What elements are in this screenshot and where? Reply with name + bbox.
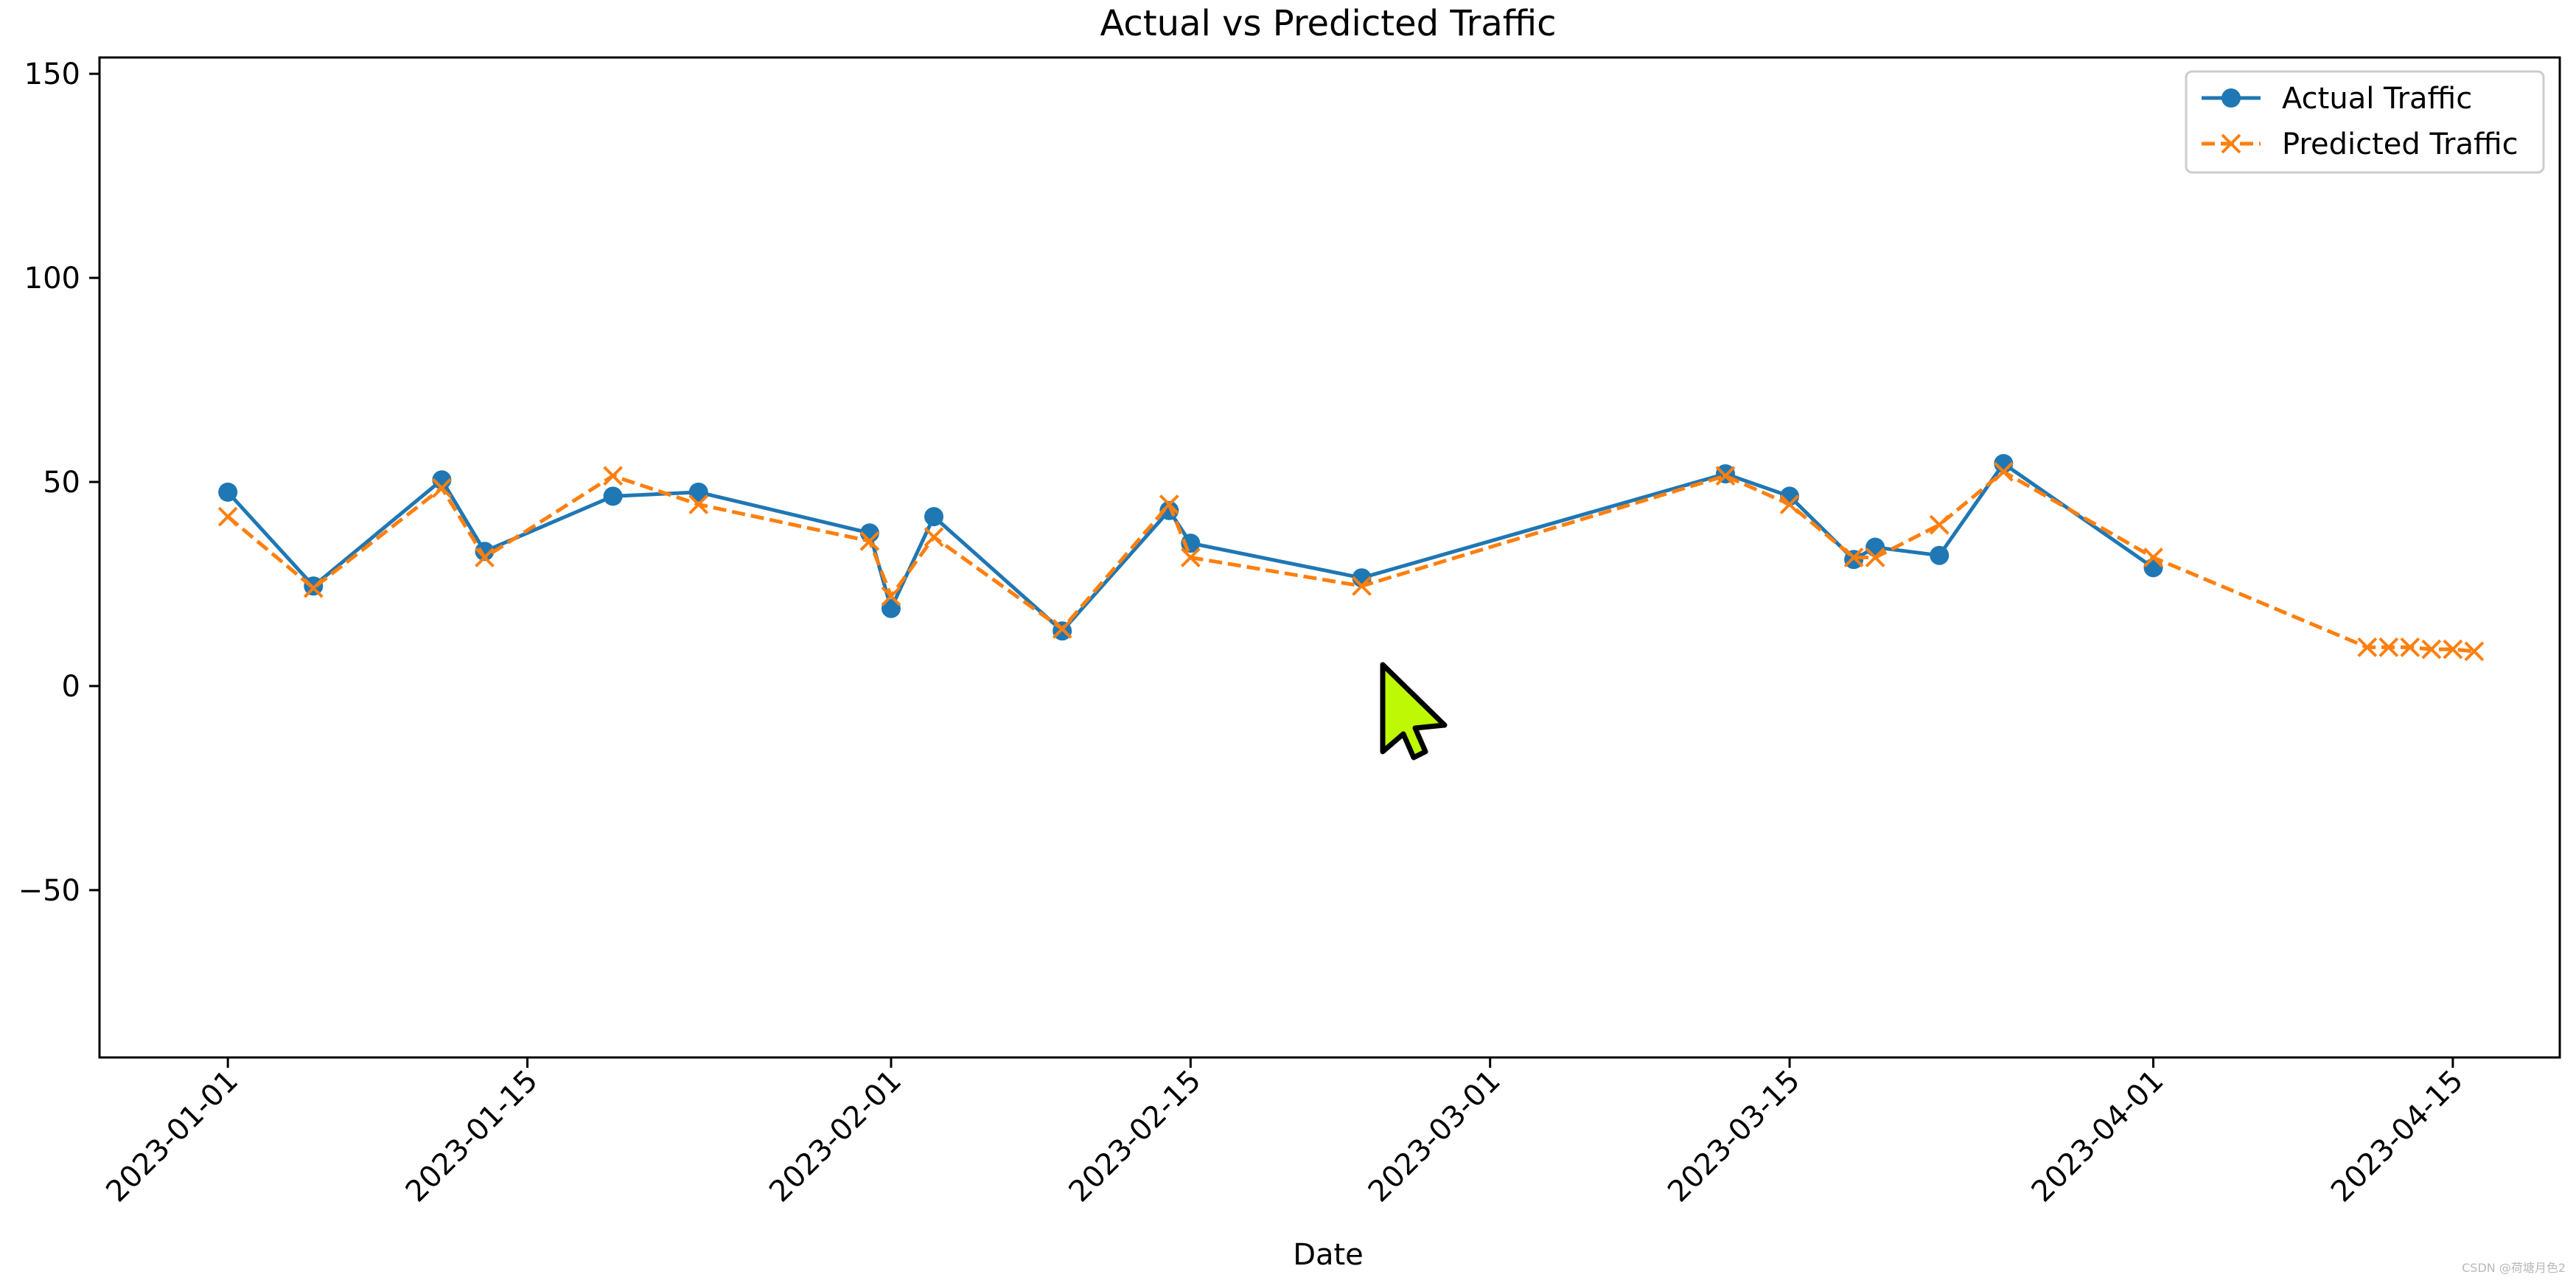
legend: Actual Traffic Predicted Traffic: [2185, 70, 2545, 174]
watermark-text: CSDN @荷塘月色2: [2462, 1261, 2566, 1275]
data-point-predicted: [1352, 576, 1372, 596]
data-point-predicted: [2400, 637, 2420, 657]
y-tick-label: 150: [24, 57, 80, 91]
data-point-predicted: [217, 506, 238, 527]
series-layer: [217, 454, 2485, 662]
data-point-predicted: [1865, 548, 1885, 567]
data-point-predicted: [475, 548, 495, 567]
series-predicted: [217, 461, 2485, 662]
data-point-predicted: [2143, 548, 2163, 567]
y-tick-label: −50: [18, 874, 80, 908]
y-tick-label: 50: [43, 466, 80, 500]
legend-marker-predicted: [2221, 133, 2241, 154]
data-point-predicted: [1929, 514, 1950, 535]
data-point-predicted: [859, 531, 880, 551]
mouse-pointer-arrow-icon: [1380, 662, 1448, 760]
x-axis-label: Date: [1293, 1238, 1364, 1272]
data-point-predicted: [1180, 548, 1201, 567]
data-point-actual: [1930, 545, 1950, 565]
data-point-predicted: [1052, 619, 1072, 639]
data-point-actual: [924, 507, 944, 527]
data-point-actual: [881, 598, 901, 618]
y-tick-label: 0: [62, 670, 80, 704]
data-point-predicted: [1993, 461, 2014, 482]
data-point-actual: [603, 486, 623, 506]
data-point-predicted: [2464, 641, 2485, 662]
legend-label-actual: Actual Traffic: [2282, 82, 2472, 116]
data-point-predicted: [881, 586, 901, 606]
data-point-actual: [475, 542, 495, 562]
data-point-predicted: [1843, 548, 1864, 567]
data-point-predicted: [1715, 466, 1736, 486]
chart-title: Actual vs Predicted Traffic: [1100, 3, 1556, 44]
legend-entry-predicted: Predicted Traffic: [2202, 127, 2519, 161]
data-point-predicted: [603, 466, 624, 486]
data-point-actual: [218, 482, 238, 502]
legend-box: [2185, 70, 2545, 174]
plot-frame: [98, 56, 2561, 1059]
data-point-predicted: [2421, 639, 2442, 660]
data-point-predicted: [924, 527, 944, 548]
data-point-predicted: [2443, 639, 2463, 660]
data-point-predicted: [1159, 494, 1179, 514]
legend-entry-actual: Actual Traffic: [2202, 82, 2472, 116]
series-line-predicted: [226, 469, 2475, 654]
data-point-predicted: [303, 578, 324, 598]
data-point-actual: [688, 482, 708, 502]
data-point-predicted: [432, 478, 452, 498]
data-point-predicted: [688, 494, 709, 514]
legend-label-predicted: Predicted Traffic: [2282, 127, 2519, 161]
y-axis-ticks: −50 0 50 100 150: [18, 57, 100, 908]
data-point-predicted: [1779, 494, 1800, 514]
data-point-predicted: [2357, 637, 2378, 657]
data-point-predicted: [2378, 637, 2399, 657]
legend-marker-actual: [2221, 88, 2241, 108]
y-tick-label: 100: [24, 262, 80, 295]
